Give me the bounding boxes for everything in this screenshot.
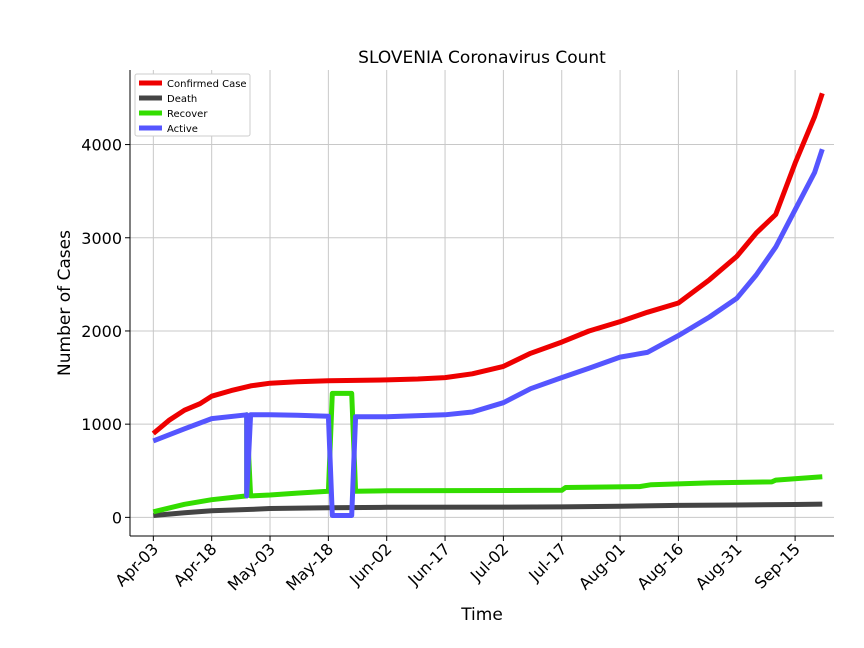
x-tick-label: May-03	[224, 539, 279, 594]
y-tick-label: 0	[112, 508, 122, 527]
x-tick-label: Jul-17	[524, 539, 570, 585]
x-tick-label: Apr-18	[170, 539, 221, 590]
x-tick-label: May-18	[282, 539, 337, 594]
legend-label: Death	[167, 94, 197, 105]
legend: Confirmed Case Death Recover Active	[134, 73, 251, 137]
x-tick-label: Jun-17	[404, 539, 454, 589]
y-tick-label: 4000	[81, 136, 122, 155]
legend-label: Confirmed Case	[167, 79, 247, 90]
x-tick-label: Aug-31	[692, 539, 746, 593]
y-axis-title: Number of Cases	[55, 230, 75, 376]
x-tick-label: Sep-15	[751, 539, 804, 592]
legend-label: Active	[167, 124, 198, 135]
x-tick-label: Aug-01	[575, 539, 629, 593]
x-axis-title: Time	[460, 605, 503, 625]
x-tick-label: Apr-03	[111, 539, 162, 590]
series-line-recover	[152, 390, 823, 515]
x-tick-label: Jul-02	[466, 539, 512, 585]
series-line-death	[153, 501, 823, 518]
y-tick-label: 3000	[81, 229, 122, 248]
y-tick-label: 1000	[81, 415, 122, 434]
series-lines	[151, 92, 825, 518]
x-tick-label: Jun-02	[345, 539, 395, 589]
axes	[129, 70, 834, 537]
series-line-active	[152, 148, 825, 518]
y-tick-label: 2000	[81, 322, 122, 341]
chart-title: SLOVENIA Coronavirus Count	[358, 48, 606, 68]
grid	[130, 70, 834, 536]
ticks: Apr-03 Apr-18 May-03 May-18 Jun-02 Jun-17 Jul-…	[81, 136, 804, 595]
legend-box	[134, 73, 251, 137]
series-line-confirmed-case	[151, 92, 825, 436]
x-tick-label: Aug-16	[633, 539, 687, 593]
legend-label: Recover	[167, 109, 208, 120]
